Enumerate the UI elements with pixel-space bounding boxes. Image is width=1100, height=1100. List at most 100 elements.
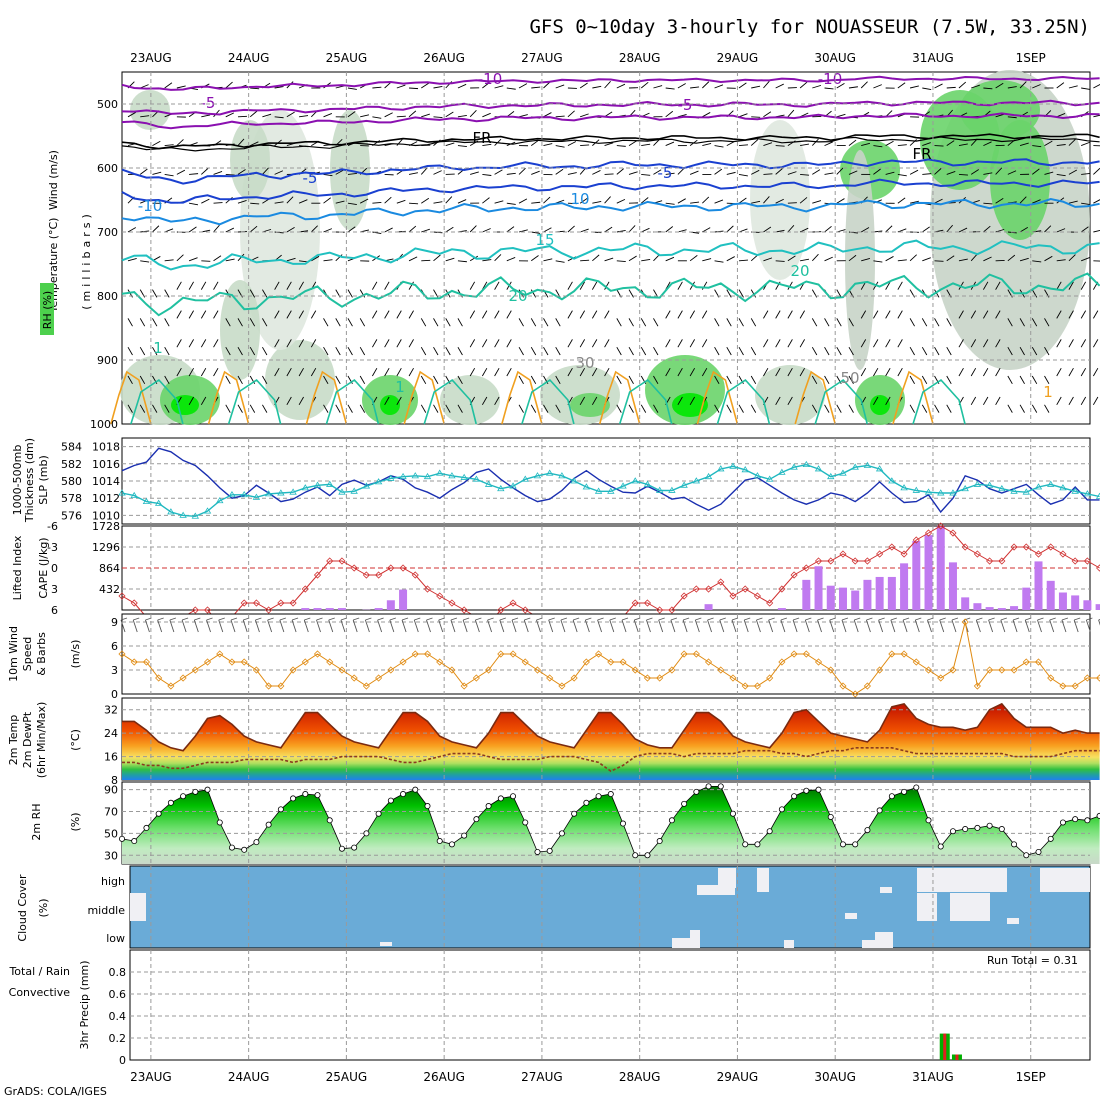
- top-date-label: 31AUG: [912, 51, 954, 65]
- rh-marker: [204, 786, 211, 793]
- cape-bar: [900, 563, 909, 610]
- wind-barb-flag: [1037, 617, 1044, 621]
- wind-barb-flag: [304, 617, 311, 621]
- wind-barb: [922, 257, 931, 262]
- contour-label: -10: [138, 197, 163, 215]
- wind-barb: [420, 318, 427, 327]
- wind-barb: [506, 87, 516, 90]
- wind-barb: [677, 114, 687, 118]
- temp-grid: [122, 698, 1090, 780]
- wind-barb: [701, 310, 708, 319]
- wind-barb: [530, 318, 537, 327]
- cape-bar: [1083, 600, 1092, 610]
- precip-panel: 0.8 0.6 0.4 0.2 0 Run Total = 0.31 Total / R…: [8, 949, 1091, 1067]
- cloud-patch: [690, 930, 700, 948]
- cape-bar: [1095, 604, 1100, 610]
- wind-barb: [591, 367, 598, 377]
- tick-label: 6: [111, 640, 118, 653]
- wind-marker: [1059, 682, 1067, 690]
- wind-barb: [824, 225, 832, 233]
- wind-barb: [445, 111, 454, 118]
- wind-barb-10m: [633, 619, 639, 633]
- wind-barb: [616, 346, 622, 356]
- wind-barb: [506, 367, 512, 377]
- wind-barb-flag: [169, 617, 177, 621]
- warm-contour: [814, 378, 868, 425]
- wind-barb: [824, 141, 833, 147]
- wind-barb: [750, 375, 757, 385]
- temp-contour: [121, 272, 1100, 317]
- rh-marker: [632, 852, 639, 859]
- wind-barb: [775, 83, 784, 89]
- wind-barb: [995, 113, 1005, 118]
- wind-barb: [225, 227, 235, 233]
- li-marker: [521, 606, 529, 614]
- wind-marker: [692, 650, 700, 658]
- wind-barb-10m: [413, 619, 419, 633]
- wind-barb: [347, 111, 356, 118]
- cape-bar: [1034, 561, 1043, 610]
- li-marker: [1034, 550, 1043, 558]
- rh-marker: [888, 793, 895, 800]
- wind-barb: [152, 404, 158, 413]
- wind-barb: [249, 346, 256, 356]
- wind-barb: [139, 404, 146, 413]
- wind-barb: [860, 367, 867, 377]
- wind-barb: [1092, 396, 1099, 406]
- li-marker: [961, 543, 969, 551]
- wind-barb: [188, 310, 194, 319]
- thickness-marker: [277, 489, 285, 496]
- tick-label: 576: [61, 509, 82, 522]
- cape-bar: [851, 590, 860, 610]
- wind-barb: [543, 318, 549, 327]
- cloud-patch: [130, 893, 146, 921]
- rh-marker: [522, 819, 529, 826]
- wind-barb-flag: [682, 617, 690, 621]
- wind-barb: [628, 225, 636, 233]
- temp-fill: [122, 703, 1100, 780]
- wind-barb: [579, 310, 586, 319]
- wind-barb-flag: [756, 617, 763, 621]
- wind-barb: [958, 310, 964, 319]
- tick-label: 500: [97, 98, 118, 111]
- li-marker: [766, 599, 774, 607]
- thickness-marker: [216, 497, 224, 504]
- wind-barb: [799, 339, 805, 348]
- wind-barb: [1080, 226, 1089, 233]
- wind-barb: [1068, 85, 1078, 89]
- wind-barb: [1068, 139, 1076, 146]
- wind-barb-flag: [817, 617, 824, 621]
- thickness-marker: [362, 482, 371, 489]
- wind-marker: [766, 674, 774, 682]
- contour-label: 30: [575, 354, 594, 372]
- li-marker: [399, 564, 407, 572]
- wind-barb: [213, 224, 220, 233]
- wind-barb: [494, 169, 503, 175]
- wind-marker: [338, 666, 346, 674]
- wind-barb-10m: [499, 619, 505, 633]
- wind-barb-10m: [193, 619, 199, 633]
- tick-label: 1728: [92, 520, 120, 533]
- wind-barb: [824, 318, 830, 327]
- wind-barb-10m: [523, 619, 529, 633]
- cape-bar: [1022, 587, 1031, 610]
- wind-barb: [604, 196, 611, 204]
- rh-marker: [986, 822, 993, 829]
- wind-barb: [983, 339, 989, 348]
- wind-barb: [335, 200, 345, 204]
- thickness-marker: [729, 462, 737, 469]
- wind-barb: [714, 260, 724, 263]
- wind-barb: [286, 367, 292, 377]
- wind-barb: [1093, 167, 1100, 175]
- wind-marker: [179, 674, 187, 682]
- wind-barb: [1093, 83, 1100, 89]
- cape-bars: [301, 526, 1100, 610]
- thickness-marker: [607, 487, 615, 494]
- warm-contour: [110, 370, 152, 425]
- tick-label: 1296: [92, 541, 120, 554]
- tick-label: 8: [111, 774, 118, 787]
- wind-barb: [812, 200, 822, 204]
- rh-marker: [1084, 817, 1091, 824]
- wind-marker: [790, 650, 798, 658]
